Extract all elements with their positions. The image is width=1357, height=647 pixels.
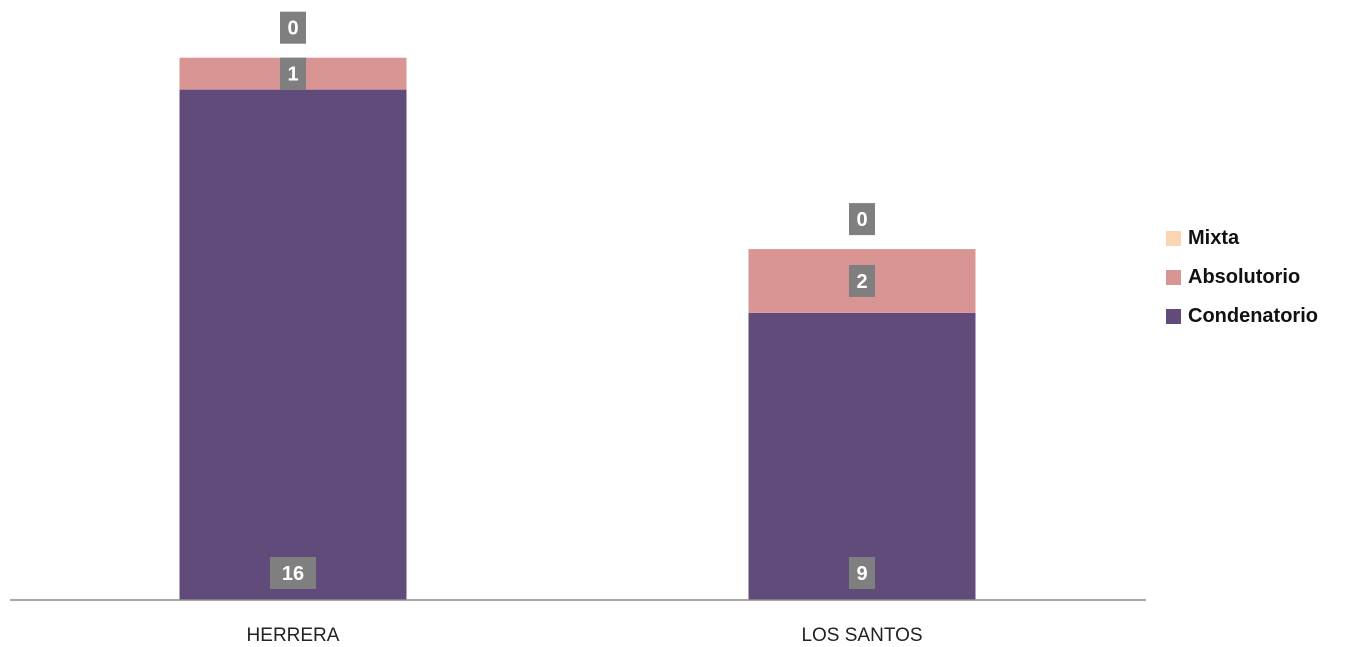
x-tick-label-los-santos: LOS SANTOS — [801, 625, 922, 646]
legend-swatch — [1166, 230, 1181, 246]
x-tick-label-herrera: HERRERA — [247, 625, 340, 646]
data-label-value: 16 — [282, 563, 304, 585]
legend-label: Mixta — [1188, 226, 1240, 249]
legend-item-absolutorio: Absolutorio — [1166, 265, 1351, 288]
legend-item-condenatorio: Condenatorio — [1166, 304, 1351, 327]
legend: Mixta Absolutorio Condenatorio — [1166, 226, 1351, 345]
legend-item-mixta: Mixta — [1166, 226, 1351, 249]
data-label-condenatorio-herrera: 16 — [270, 557, 316, 589]
data-labels-layer: 16 1 0 9 2 0 — [270, 11, 875, 589]
bars-layer — [179, 57, 976, 600]
data-label-mixta-herrera: 0 — [280, 11, 306, 44]
data-label-condenatorio-los-santos: 9 — [849, 557, 875, 589]
data-label-mixta-los-santos: 0 — [849, 203, 875, 236]
data-label-value: 9 — [856, 563, 867, 585]
bar-segment-condenatorio-herrera — [179, 89, 407, 600]
bar-segment-condenatorio-los-santos — [748, 312, 976, 600]
data-label-box — [849, 557, 875, 589]
data-label-value: 0 — [287, 18, 298, 40]
data-label-box — [280, 11, 306, 44]
data-label-absolutorio-herrera: 1 — [280, 57, 306, 90]
data-label-value: 1 — [287, 64, 298, 86]
category-labels-layer: HERRERA LOS SANTOS — [247, 625, 923, 646]
legend-label: Absolutorio — [1188, 265, 1301, 288]
data-label-box — [849, 265, 875, 297]
data-label-value: 0 — [856, 209, 867, 231]
data-label-absolutorio-los-santos: 2 — [849, 265, 875, 297]
data-label-box — [270, 557, 316, 589]
data-label-box — [849, 203, 875, 236]
legend-swatch — [1166, 308, 1181, 324]
legend-label: Condenatorio — [1188, 304, 1318, 327]
data-label-value: 2 — [856, 271, 867, 293]
data-label-box — [280, 57, 306, 90]
legend-swatch — [1166, 269, 1181, 285]
